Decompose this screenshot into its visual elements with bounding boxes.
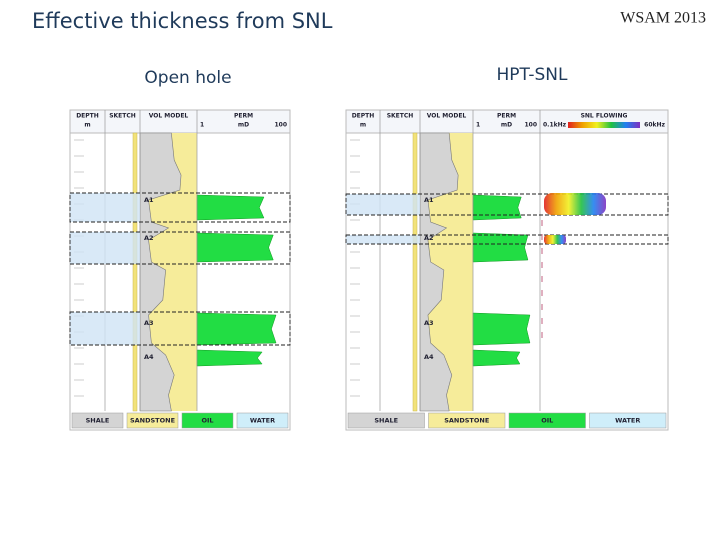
depth-unit: m <box>360 122 366 129</box>
zone-box <box>345 234 669 245</box>
legend-label: SANDSTONE <box>130 417 175 425</box>
sketch-casing <box>412 132 418 412</box>
panel-title: HPT-SNL <box>497 65 569 85</box>
oil-perm-fill <box>472 194 522 221</box>
zone-box <box>69 311 291 346</box>
zone-label: A4 <box>144 353 154 361</box>
legend-label: SANDSTONE <box>444 417 489 425</box>
zone-shade <box>346 194 420 215</box>
snl-max: 60kHz <box>644 122 665 129</box>
oil-perm-fill <box>472 312 531 346</box>
perm-min: 1 <box>200 122 204 129</box>
shale-fill <box>139 132 182 412</box>
zone-box <box>69 231 291 265</box>
column-header: SKETCH <box>109 113 136 120</box>
panel-title: Open hole <box>144 68 231 88</box>
column-header: PERM <box>497 113 516 120</box>
slide-tag: WSAM 2013 <box>620 10 706 27</box>
legend-swatch <box>589 412 667 429</box>
column-header: VOL MODEL <box>149 113 189 120</box>
zone-label: A1 <box>144 196 154 204</box>
column-header: PERM <box>234 113 253 120</box>
column-header: DEPTH <box>76 113 99 120</box>
oil-perm-fill <box>196 194 265 221</box>
shale-fill <box>419 132 459 412</box>
zone-label: A2 <box>424 234 434 242</box>
zone-box <box>69 192 291 223</box>
legend-label: SHALE <box>374 417 398 425</box>
snl-min: 0.1kHz <box>543 122 567 129</box>
column-header: DEPTH <box>352 113 375 120</box>
snl-scale <box>568 122 640 128</box>
snl-blob <box>544 193 606 215</box>
legend-label: WATER <box>615 417 640 425</box>
sketch-casing <box>132 132 138 412</box>
zone-label: A1 <box>424 196 434 204</box>
legend-swatch <box>508 412 586 429</box>
column-header: SKETCH <box>387 113 414 120</box>
depth-unit: m <box>84 122 90 129</box>
perm-unit: mD <box>238 122 249 129</box>
legend-swatch <box>236 412 289 429</box>
legend-swatch <box>181 412 234 429</box>
legend-swatch <box>71 412 124 429</box>
zone-label: A4 <box>424 353 434 361</box>
legend-label: OIL <box>201 417 213 425</box>
perm-max: 100 <box>524 122 537 129</box>
zone-shade <box>70 193 140 222</box>
snl-header: SNL FLOWING <box>581 113 628 120</box>
oil-perm-fill <box>472 232 529 263</box>
zone-label: A3 <box>424 319 434 327</box>
legend-label: SHALE <box>86 417 110 425</box>
snl-blob <box>544 235 566 244</box>
oil-perm-fill <box>196 349 263 367</box>
oil-perm-fill <box>196 232 274 263</box>
legend-label: WATER <box>250 417 275 425</box>
legend-swatch <box>126 412 179 429</box>
perm-max: 100 <box>274 122 287 129</box>
column-header: VOL MODEL <box>427 113 467 120</box>
perm-min: 1 <box>476 122 480 129</box>
legend-swatch <box>428 412 506 429</box>
legend-swatch <box>347 412 425 429</box>
zone-label: A2 <box>144 234 154 242</box>
legend-label: OIL <box>541 417 553 425</box>
zone-label: A3 <box>144 319 154 327</box>
oil-perm-fill <box>196 312 277 346</box>
zone-shade <box>70 312 140 345</box>
log-frame <box>345 109 669 431</box>
zone-box <box>345 193 669 216</box>
perm-unit: mD <box>501 122 512 129</box>
slide-title: Effective thickness from SNL <box>32 9 333 33</box>
zone-shade <box>346 235 420 244</box>
zone-shade <box>70 232 140 264</box>
oil-perm-fill <box>472 349 521 367</box>
